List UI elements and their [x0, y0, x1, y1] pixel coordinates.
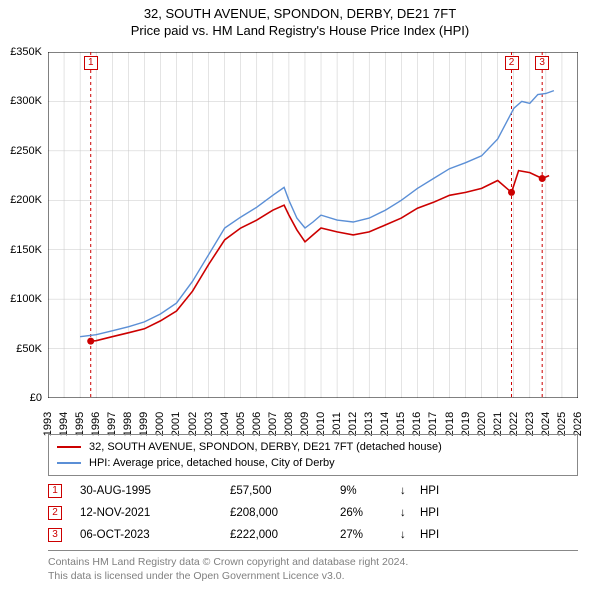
x-axis-label: 1998 — [122, 412, 134, 436]
x-axis-label: 1999 — [138, 412, 150, 436]
y-axis-label: £200K — [10, 194, 42, 206]
x-axis-label: 2011 — [331, 412, 343, 436]
legend-swatch — [57, 462, 81, 464]
sale-date: 06-OCT-2023 — [80, 529, 230, 541]
sale-marker-flag: 1 — [84, 56, 98, 70]
y-axis-label: £50K — [16, 343, 42, 355]
sale-row: 1 30-AUG-1995£57,5009%↓HPI — [48, 480, 578, 502]
legend-swatch — [57, 446, 81, 448]
sale-date: 12-NOV-2021 — [80, 507, 230, 519]
sale-row: 3 06-OCT-2023£222,00027%↓HPI — [48, 524, 578, 546]
sale-marker-flag: 3 — [535, 56, 549, 70]
x-axis-label: 2017 — [427, 412, 439, 436]
x-axis-label: 2019 — [460, 412, 472, 436]
sale-hpi-label: HPI — [420, 529, 439, 541]
x-axis-label: 1994 — [58, 412, 70, 436]
x-axis-label: 1995 — [74, 412, 86, 436]
sale-date: 30-AUG-1995 — [80, 485, 230, 497]
legend-label: HPI: Average price, detached house, City… — [89, 457, 335, 469]
x-axis-label: 2014 — [379, 412, 391, 436]
x-axis-label: 2024 — [540, 412, 552, 436]
x-axis-label: 2007 — [267, 412, 279, 436]
sale-hpi-label: HPI — [420, 507, 439, 519]
legend-item: 32, SOUTH AVENUE, SPONDON, DERBY, DE21 7… — [57, 439, 569, 455]
x-axis-label: 2020 — [476, 412, 488, 436]
x-axis-label: 2025 — [556, 412, 568, 436]
footer-line-2: This data is licensed under the Open Gov… — [48, 569, 578, 583]
x-axis-label: 1997 — [106, 412, 118, 436]
x-axis-label: 2006 — [251, 412, 263, 436]
sale-pct: 27% — [340, 529, 400, 541]
x-axis-label: 2004 — [219, 412, 231, 436]
x-axis-label: 2003 — [203, 412, 215, 436]
x-axis-label: 1993 — [42, 412, 54, 436]
y-axis-label: £350K — [10, 46, 42, 58]
x-axis-label: 2018 — [444, 412, 456, 436]
sale-price: £57,500 — [230, 485, 340, 497]
x-axis-label: 1996 — [90, 412, 102, 436]
x-axis-label: 2015 — [395, 412, 407, 436]
x-axis-label: 2009 — [299, 412, 311, 436]
x-axis-label: 2023 — [524, 412, 536, 436]
chart-subtitle: Price paid vs. HM Land Registry's House … — [0, 23, 600, 38]
sale-pct: 9% — [340, 485, 400, 497]
x-axis-label: 2008 — [283, 412, 295, 436]
sale-marker-badge: 2 — [48, 506, 62, 520]
y-axis-label: £100K — [10, 293, 42, 305]
sale-marker-badge: 3 — [48, 528, 62, 542]
y-axis-label: £250K — [10, 145, 42, 157]
sale-pct: 26% — [340, 507, 400, 519]
sale-marker-badge: 1 — [48, 484, 62, 498]
sale-marker-flag: 2 — [505, 56, 519, 70]
y-axis-label: £0 — [30, 392, 42, 404]
footer-attribution: Contains HM Land Registry data © Crown c… — [48, 550, 578, 583]
chart-title-block: 32, SOUTH AVENUE, SPONDON, DERBY, DE21 7… — [0, 0, 600, 38]
sales-table: 130-AUG-1995£57,5009%↓HPI212-NOV-2021£20… — [48, 480, 578, 546]
chart-title: 32, SOUTH AVENUE, SPONDON, DERBY, DE21 7… — [0, 6, 600, 21]
chart-svg — [48, 52, 578, 398]
x-axis-label: 2022 — [508, 412, 520, 436]
down-arrow-icon: ↓ — [400, 529, 420, 541]
x-axis-label: 2005 — [235, 412, 247, 436]
sale-price: £208,000 — [230, 507, 340, 519]
x-axis-label: 2016 — [411, 412, 423, 436]
x-axis-label: 2001 — [170, 412, 182, 436]
x-axis-label: 2000 — [154, 412, 166, 436]
footer-line-1: Contains HM Land Registry data © Crown c… — [48, 555, 578, 569]
sale-price: £222,000 — [230, 529, 340, 541]
legend-item: HPI: Average price, detached house, City… — [57, 455, 569, 471]
sale-row: 2 12-NOV-2021£208,00026%↓HPI — [48, 502, 578, 524]
x-axis-label: 2010 — [315, 412, 327, 436]
down-arrow-icon: ↓ — [400, 507, 420, 519]
x-axis-label: 2012 — [347, 412, 359, 436]
chart-plot-area: £0£50K£100K£150K£200K£250K£300K£350K 199… — [48, 52, 578, 398]
y-axis-label: £150K — [10, 244, 42, 256]
legend-label: 32, SOUTH AVENUE, SPONDON, DERBY, DE21 7… — [89, 441, 442, 453]
chart-legend: 32, SOUTH AVENUE, SPONDON, DERBY, DE21 7… — [48, 434, 578, 476]
y-axis-label: £300K — [10, 95, 42, 107]
x-axis-label: 2013 — [363, 412, 375, 436]
down-arrow-icon: ↓ — [400, 485, 420, 497]
x-axis-label: 2021 — [492, 412, 504, 436]
x-axis-label: 2002 — [187, 412, 199, 436]
sale-hpi-label: HPI — [420, 485, 439, 497]
x-axis-label: 2026 — [572, 412, 584, 436]
